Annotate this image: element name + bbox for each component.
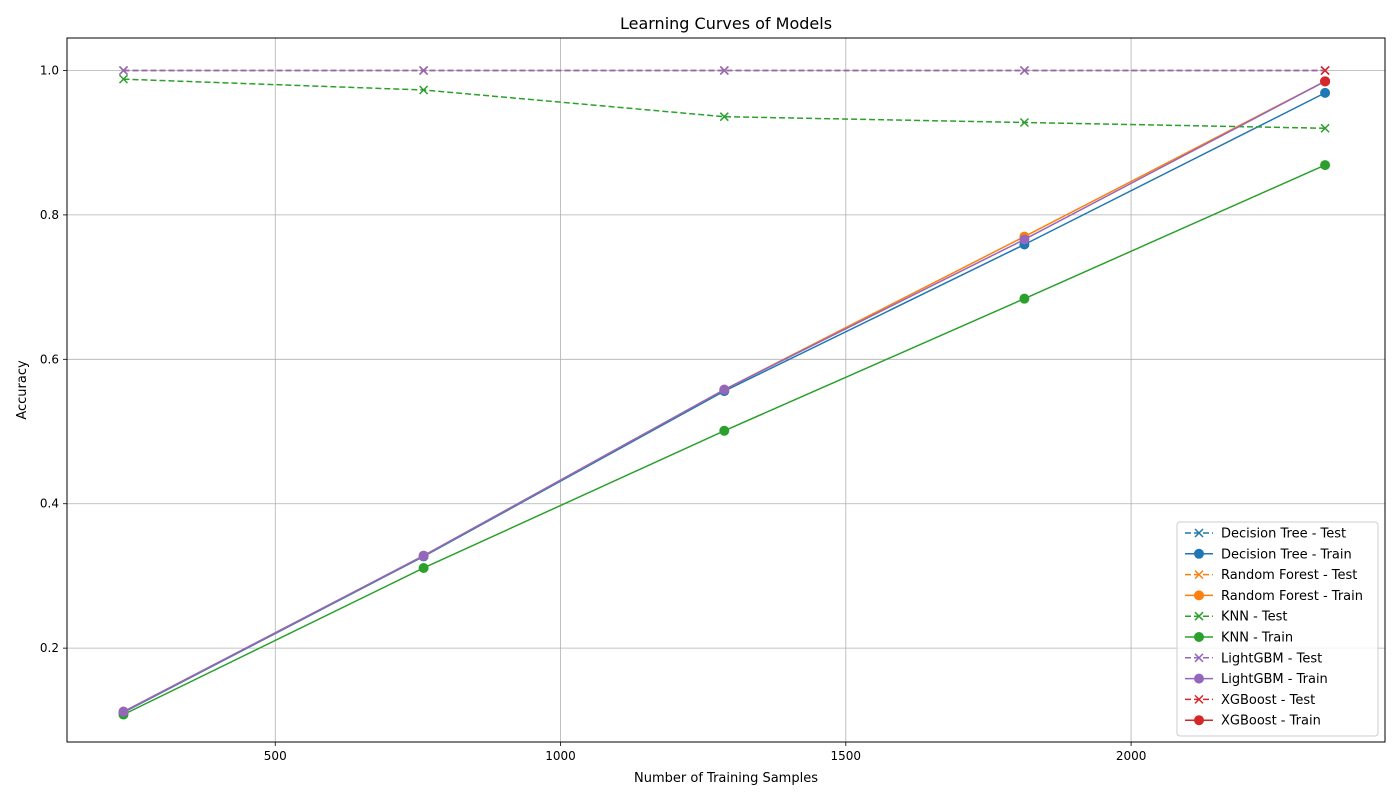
x-marker-stroke [1320, 123, 1330, 133]
x-tick-label: 500 [264, 749, 287, 763]
legend-marker [1194, 570, 1204, 580]
legend-label: XGBoost - Test [1221, 693, 1315, 708]
data-point-xgboost-test [1320, 65, 1330, 76]
grid-lines [67, 38, 1385, 742]
legend-entry-xgboost-train: XGBoost - Train [1185, 714, 1321, 729]
series-decision-tree-train [118, 87, 1331, 718]
x-marker-stroke [419, 65, 429, 76]
x-tick-label: 1500 [831, 749, 862, 763]
y-tick-label: 1.0 [40, 63, 59, 77]
legend-marker [1194, 694, 1204, 704]
legend-entry-decision-tree-test: Decision Tree - Test [1185, 527, 1346, 542]
data-point-knn-train [1019, 293, 1030, 304]
y-tick-label: 0.6 [40, 352, 59, 366]
legend-label: Decision Tree - Test [1221, 527, 1346, 542]
series-line-knn-test [123, 78, 1326, 130]
series-lines [118, 65, 1331, 720]
legend-entry-decision-tree-train: Decision Tree - Train [1185, 547, 1352, 562]
legend-entry-knn-test: KNN - Test [1185, 610, 1288, 625]
x-marker-stroke [1320, 65, 1330, 76]
x-marker-stroke [1194, 653, 1204, 663]
legend-entry-lightgbm-train: LightGBM - Train [1185, 672, 1328, 687]
axes: 500 1000 1500 2000 0.2 0.4 0.6 0.8 1.0 [40, 37, 1386, 763]
legend-marker [1194, 548, 1204, 559]
y-tick-label: 0.2 [40, 641, 59, 655]
legend-entry-lightgbm-test: LightGBM - Test [1185, 651, 1322, 666]
series-knn-test [118, 74, 1330, 133]
data-point-lightgbm-test [1019, 65, 1029, 76]
data-point-lightgbm-test [118, 65, 129, 76]
chart-title: Learning Curves of Models [620, 14, 832, 33]
legend-entry-knn-train: KNN - Train [1185, 631, 1293, 646]
series-xgboost-test [1320, 65, 1330, 76]
x-marker-stroke [1194, 570, 1204, 580]
x-tick-label: 1000 [545, 749, 576, 763]
legend-entry-xgboost-test: XGBoost - Test [1185, 693, 1315, 708]
data-point-lightgbm-train [118, 706, 129, 717]
y-axis-label: Accuracy [15, 360, 30, 420]
legend-label: Random Forest - Train [1221, 589, 1363, 604]
data-point-xgboost-train [1320, 76, 1331, 87]
data-point-lightgbm-test [719, 65, 729, 76]
plot-frame [66, 37, 1386, 743]
x-marker-stroke [419, 85, 429, 95]
data-point-decision-tree-train [1320, 87, 1331, 98]
data-point-lightgbm-train [719, 384, 730, 395]
data-point-lightgbm-test [419, 65, 429, 76]
legend-marker [1194, 632, 1204, 642]
data-point-knn-train [1320, 160, 1331, 171]
data-point-knn-train [719, 425, 730, 436]
data-point-lightgbm-train [418, 550, 429, 561]
legend-box [1176, 521, 1379, 737]
legend-entry-random-forest-test: Random Forest - Test [1185, 568, 1357, 583]
y-tick-label: 0.8 [40, 208, 59, 222]
x-axis-label: Number of Training Samples [634, 771, 818, 786]
x-marker-stroke [719, 65, 729, 76]
data-point-knn-test [1019, 117, 1029, 128]
series-lightgbm-test [118, 65, 1330, 76]
data-point-lightgbm-train [1019, 234, 1030, 245]
x-marker-stroke [118, 65, 129, 76]
series-knn-train [118, 160, 1331, 720]
legend-label: Random Forest - Test [1221, 568, 1357, 583]
data-point-knn-train [418, 562, 429, 573]
legend-marker [1194, 715, 1204, 726]
x-marker-stroke [1194, 528, 1204, 538]
x-marker-stroke [118, 74, 129, 84]
data-point-knn-test [1320, 123, 1330, 133]
legend-label: KNN - Train [1221, 631, 1293, 646]
legend-label: Decision Tree - Train [1221, 547, 1352, 562]
x-marker-stroke [1019, 117, 1029, 128]
x-marker-stroke [1194, 611, 1204, 621]
series-line-decision-tree-train [123, 92, 1326, 714]
legend-entry-random-forest-train: Random Forest - Train [1185, 589, 1363, 604]
legend-label: LightGBM - Test [1221, 651, 1322, 666]
x-marker-stroke [1019, 65, 1029, 76]
legend-marker [1194, 611, 1204, 621]
legend-marker [1194, 673, 1204, 684]
series-line-knn-train [123, 164, 1326, 716]
legend-label: LightGBM - Train [1221, 672, 1328, 687]
x-marker-stroke [719, 112, 729, 122]
data-point-knn-test [118, 74, 129, 84]
y-tick-label: 0.4 [40, 497, 59, 511]
legend-label: KNN - Test [1221, 610, 1288, 625]
data-point-knn-test [719, 112, 729, 122]
legend: Decision Tree - Test Decision Tree - Trai… [1176, 521, 1379, 737]
legend-label: XGBoost - Train [1221, 714, 1321, 729]
legend-marker [1194, 528, 1204, 538]
legend-marker [1194, 653, 1204, 663]
x-marker-stroke [1194, 694, 1204, 704]
x-tick-label: 2000 [1116, 749, 1147, 763]
series-xgboost-train [1320, 76, 1331, 87]
data-point-knn-test [419, 85, 429, 95]
series-line-lightgbm-train [123, 80, 1326, 713]
legend-marker [1194, 590, 1204, 601]
